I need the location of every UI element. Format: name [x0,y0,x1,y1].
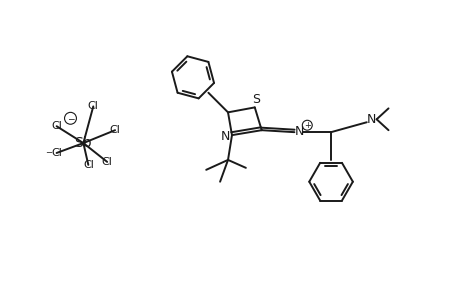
Text: Cl: Cl [83,160,94,170]
Text: Cl: Cl [101,157,112,167]
Text: −: − [67,114,74,123]
Text: N: N [220,130,229,142]
Text: −: − [45,148,52,158]
Text: S: S [251,93,259,106]
Text: +: + [303,121,310,130]
Text: Sb: Sb [74,136,92,150]
Text: Cl: Cl [109,125,120,135]
Text: N: N [294,125,303,138]
Text: Cl: Cl [51,148,62,158]
Text: Cl: Cl [88,101,99,111]
Text: Cl: Cl [51,121,62,131]
Text: N: N [366,113,375,126]
